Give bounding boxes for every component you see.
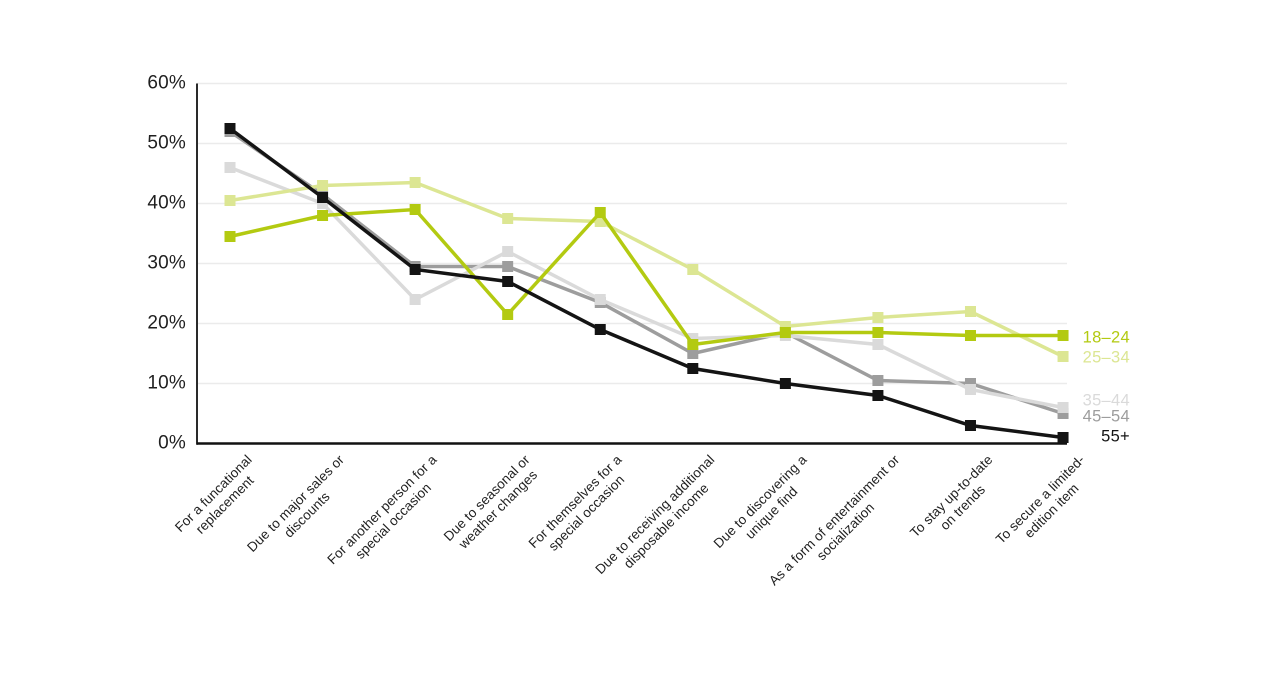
data-point-marker	[502, 213, 514, 224]
data-point-marker	[594, 294, 606, 305]
data-point-marker	[779, 321, 791, 332]
data-point-marker	[872, 327, 884, 338]
data-point-marker	[594, 216, 606, 227]
data-point-marker	[779, 327, 791, 338]
data-point-marker	[502, 276, 514, 287]
data-point-marker	[687, 339, 699, 350]
data-point-marker	[317, 192, 329, 203]
data-point-marker	[1057, 351, 1069, 362]
data-point-marker	[594, 324, 606, 335]
data-point-marker	[224, 231, 236, 242]
data-point-marker	[1057, 402, 1069, 413]
series-line-45-54	[229, 130, 1064, 416]
data-point-marker	[687, 348, 699, 359]
data-point-marker	[872, 339, 884, 350]
legend-label-18-24: 18–24	[1082, 328, 1130, 347]
data-point-marker	[872, 375, 884, 386]
data-point-marker	[224, 195, 236, 206]
data-point-marker	[687, 333, 699, 344]
data-point-marker	[687, 264, 699, 275]
data-point-marker	[687, 363, 699, 374]
data-point-marker	[224, 123, 236, 134]
data-point-marker	[224, 162, 236, 173]
data-point-marker	[502, 261, 514, 272]
data-point-marker	[317, 198, 329, 209]
data-point-marker	[409, 264, 421, 275]
legend-label-25-34: 25–34	[1082, 348, 1130, 367]
data-point-marker	[872, 390, 884, 401]
data-point-marker	[502, 309, 514, 320]
series-line-55+	[228, 127, 1064, 440]
data-point-marker	[317, 210, 329, 221]
y-tick-label: 60%	[147, 72, 186, 94]
data-point-marker	[964, 378, 976, 389]
y-tick-label: 40%	[147, 192, 186, 214]
legend-label-35-44: 35–44	[1082, 391, 1130, 410]
data-point-marker	[1057, 330, 1069, 341]
data-point-marker	[964, 420, 976, 431]
y-tick-label: 20%	[147, 312, 186, 334]
data-point-marker	[1057, 432, 1069, 443]
data-point-marker	[594, 207, 606, 218]
y-tick-label: 10%	[147, 372, 186, 394]
series-line-18-24	[229, 207, 1064, 347]
data-point-marker	[409, 204, 421, 215]
data-point-marker	[964, 330, 976, 341]
y-tick-label: 0%	[158, 432, 186, 454]
data-point-marker	[502, 246, 514, 257]
data-point-marker	[409, 294, 421, 305]
data-point-marker	[317, 180, 329, 191]
legend-label-55+: 55+	[1101, 427, 1130, 446]
data-point-marker	[1057, 408, 1069, 419]
y-tick-label: 50%	[147, 132, 186, 154]
data-point-marker	[964, 384, 976, 395]
legend-label-45-54: 45–54	[1082, 407, 1130, 426]
y-tick-label: 30%	[147, 252, 186, 274]
data-point-marker	[409, 177, 421, 188]
series-line-35-44	[229, 165, 1064, 410]
data-point-marker	[872, 312, 884, 323]
data-point-marker	[779, 378, 791, 389]
series-line-25-34	[229, 180, 1064, 359]
data-point-marker	[964, 306, 976, 317]
